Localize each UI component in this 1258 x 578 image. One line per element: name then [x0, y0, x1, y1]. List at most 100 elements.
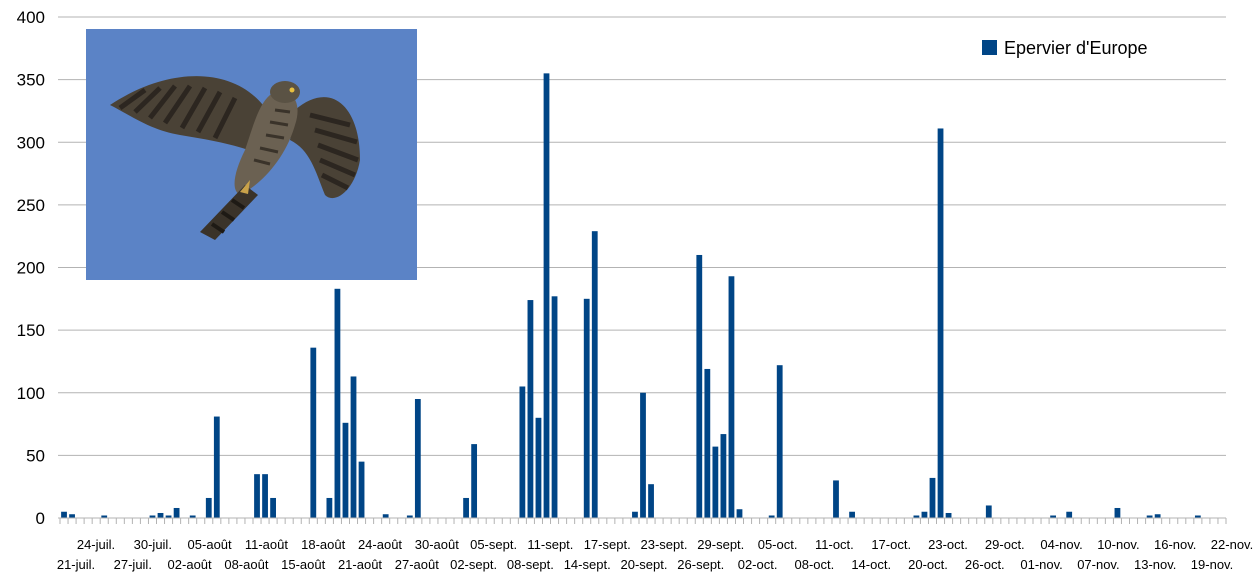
bar [648, 484, 654, 518]
x-tick-label-lower: 27-août [395, 557, 439, 572]
bar [720, 434, 727, 518]
bar [937, 128, 944, 518]
x-tick-label-upper: 30-juil. [134, 537, 172, 552]
x-tick-label-lower: 20-sept. [621, 557, 668, 572]
bar [696, 254, 703, 518]
bar [173, 507, 180, 518]
y-tick-label: 400 [17, 8, 45, 27]
bar [165, 515, 172, 518]
x-tick-label-lower: 01-nov. [1020, 557, 1062, 572]
y-tick-label: 250 [17, 196, 45, 215]
x-tick-label-upper: 24-août [358, 537, 402, 552]
bar [205, 497, 212, 518]
bar [704, 368, 711, 518]
bar [463, 497, 469, 518]
x-tick-label-upper: 17-sept. [584, 537, 631, 552]
x-axis: 24-juil. 30-juil. 05-août 11-août 18-août 24-… [57, 517, 1253, 572]
x-tick-label-lower: 21-juil. [57, 557, 95, 572]
bar [262, 474, 268, 518]
bar [945, 512, 952, 518]
x-tick-label-upper: 29-oct. [985, 537, 1025, 552]
bar [776, 365, 783, 518]
bar [519, 386, 526, 518]
x-tick-label-upper: 29-sept. [697, 537, 744, 552]
bar [913, 515, 920, 518]
x-tick-label-lower: 26-oct. [965, 557, 1005, 572]
bar [382, 514, 389, 518]
bar [1114, 507, 1121, 518]
bar [270, 497, 276, 518]
x-tick-label-upper: 05-sept. [470, 537, 517, 552]
bar [712, 446, 719, 518]
bar [632, 511, 638, 518]
x-tick-label-lower: 27-juil. [114, 557, 152, 572]
bar [342, 422, 349, 518]
x-tick-label-lower: 26-sept. [677, 557, 724, 572]
bar [985, 505, 992, 518]
x-tick-label-lower: 14-sept. [564, 557, 611, 572]
x-tick-label-lower: 21-août [338, 557, 382, 572]
x-tick-label-lower: 02-sept. [450, 557, 497, 572]
y-tick-label: 300 [17, 133, 45, 152]
bar [149, 515, 156, 518]
bar [583, 298, 590, 518]
x-tick-label-upper: 11-oct. [815, 537, 854, 552]
y-axis: 0 50 100 150 200 250 300 350 400 [17, 8, 45, 528]
y-tick-label: 50 [26, 446, 45, 465]
sparrowhawk-photo [86, 29, 417, 280]
x-tick-label-lower: 07-nov. [1077, 557, 1119, 572]
x-tick-label-lower: 20-oct. [908, 557, 948, 572]
x-tick-label-upper: 11-sept. [527, 537, 573, 552]
x-tick-label-upper: 17-oct. [871, 537, 911, 552]
x-tick-label-lower: 08-oct. [795, 557, 835, 572]
x-tick-label-lower: 08-août [224, 557, 268, 572]
bar [61, 511, 67, 518]
bar [640, 392, 646, 518]
bar [471, 444, 478, 518]
bar [535, 417, 542, 518]
x-tick-label-lower: 15-août [281, 557, 325, 572]
bar [591, 231, 598, 519]
y-tick-label: 200 [17, 259, 45, 278]
x-tick-label-upper: 30-août [415, 537, 459, 552]
bar [310, 347, 317, 518]
bar [921, 511, 928, 518]
bar [849, 511, 855, 518]
x-tick-label-upper: 22-nov. [1211, 537, 1253, 552]
bar [326, 497, 333, 518]
legend-swatch [982, 40, 997, 55]
bar [1146, 515, 1153, 518]
x-tick-label-upper: 18-août [301, 537, 345, 552]
x-tick-label-lower: 19-nov. [1191, 557, 1233, 572]
x-tick-label-upper: 24-juil. [77, 537, 115, 552]
bar [254, 474, 260, 518]
legend: Epervier d'Europe [982, 38, 1148, 58]
bar [833, 480, 839, 518]
y-tick-label: 350 [17, 71, 45, 90]
legend-label: Epervier d'Europe [1004, 38, 1148, 58]
bar [1066, 511, 1073, 518]
x-tick-label-upper: 05-août [188, 537, 232, 552]
bar [1154, 514, 1161, 518]
bar [768, 515, 775, 518]
bar [527, 300, 534, 518]
bar [736, 509, 743, 518]
y-tick-label: 0 [36, 509, 45, 528]
x-tick-label-upper: 16-nov. [1154, 537, 1196, 552]
x-tick-label-lower: 02-oct. [738, 557, 778, 572]
bar [929, 477, 936, 518]
x-tick-label-upper: 05-oct. [758, 537, 798, 552]
x-tick-label-lower: 14-oct. [851, 557, 891, 572]
bar [358, 461, 365, 518]
bar-series [61, 73, 1201, 519]
x-tick-label-lower: 08-sept. [507, 557, 554, 572]
bar [728, 276, 735, 518]
bar [551, 296, 558, 518]
y-tick-label: 150 [17, 321, 45, 340]
x-tick-label-upper: 04-nov. [1040, 537, 1082, 552]
bar [414, 399, 421, 518]
sparrowhawk-icon [110, 76, 360, 240]
x-tick-label-upper: 23-oct. [928, 537, 968, 552]
x-tick-label-upper: 11-août [245, 537, 289, 552]
